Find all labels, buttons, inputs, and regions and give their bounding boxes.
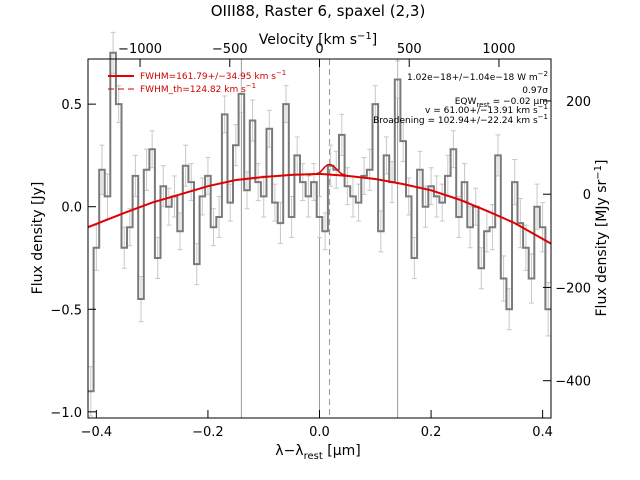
x2-axis-title: Velocity [km s−1] [259,31,378,48]
annotation-velocity-exp: −1 [538,103,548,111]
annotation-velocity: v = 61.00+/−13.91 km s−1 [425,103,548,116]
x-axis-title-unit: [μm] [323,443,361,459]
continuum-fit-curve [87,172,552,245]
x-tick-label: 0.4 [532,425,553,440]
line-profile-curve [308,163,348,177]
y2-axis-title-end: ] [594,159,610,164]
annotation-eqw: EQWrest = −0.02 μm [455,97,548,109]
x-axis-title: λ−λrest [μm] [275,443,360,462]
y2-axis-title-text: Flux density [MJy sr [594,179,610,316]
x-tick-label: −0.4 [81,425,113,440]
x2-tick-label: 1000 [482,42,515,57]
y-tick-label: −1.0 [50,406,82,421]
annotation-broadening-text: Broadening = 102.94+/−22.24 km s [373,116,538,126]
x2-tick-label: −500 [212,42,248,57]
annotation-eqw-value: = −0.02 μm [490,97,548,107]
annotation-eqw-sub: rest [476,101,490,109]
x-tick-label: 0.0 [309,425,330,440]
y2-tick-label: −400 [555,375,591,390]
chart-title-group: OIII88, Raster 6, spaxel (2,3) [211,2,426,20]
x-axis-title-sub: rest [304,451,323,462]
chart-title: OIII88, Raster 6, spaxel (2,3) [211,2,426,20]
y-tick-label: 0.0 [61,201,82,216]
annotation-velocity-text: v = 61.00+/−13.91 km s [425,106,538,116]
legend-exp-1: −1 [246,82,256,90]
x2-tick-label: 0 [315,42,323,57]
legend: FWHM=161.79+/−34.95 km s−1 FWHM_th=124.8… [108,69,286,95]
y2-axis-title: Flux density [MJy sr−1] [593,159,610,316]
legend-label: FWHM_th=124.82 km s−1 [140,82,256,95]
spectrum-step-line [88,51,551,393]
legend-text-0: FWHM=161.79+/−34.95 km s [140,72,276,82]
y2-tick-label: −200 [555,281,591,296]
x2-tick-label: −1000 [118,42,162,57]
annotation-flux: 1.02e−18+/−1.04e−18 W m−2 [407,70,548,83]
axes-group: −0.4 −0.2 0.0 0.2 0.4 −1000 −500 0 500 1000 −1.0 −0… [50,42,591,440]
series-group [87,31,552,417]
grid-lines [240,59,399,418]
x2-axis-title-text: Velocity [km s [259,32,357,48]
annotation-flux-exp: −2 [538,70,548,78]
x-axis-title-text: λ−λ [275,443,303,459]
annotation-eqw-label: EQW [455,97,477,107]
x2-axis-title-end: ] [372,32,377,48]
annotation-flux-text: 1.02e−18+/−1.04e−18 W m [407,73,538,83]
legend-label: FWHM=161.79+/−34.95 km s−1 [140,69,286,82]
legend-text-1: FWHM_th=124.82 km s [140,85,246,95]
y2-axis-title-exp: −1 [593,165,604,180]
annotation-broadening: Broadening = 102.94+/−22.24 km s−1 [373,113,548,126]
y2-tick-label: 0 [583,188,591,203]
x2-tick-label: 500 [397,42,422,57]
y2-tick-label: 200 [566,95,591,110]
y-axis-title: Flux density [Jy] [30,182,46,295]
annotation-sigma: 0.97σ [522,86,548,96]
legend-exp-0: −1 [276,69,286,77]
annotations: 1.02e−18+/−1.04e−18 W m−2 0.97σ EQWrest … [373,70,548,126]
y-tick-label: −0.5 [50,303,82,318]
annotation-broadening-exp: −1 [538,113,548,121]
x-tick-label: 0.2 [421,425,442,440]
x-tick-label: −0.2 [192,425,224,440]
y-tick-label: 0.5 [61,98,82,113]
x2-axis-title-exp: −1 [357,31,372,42]
